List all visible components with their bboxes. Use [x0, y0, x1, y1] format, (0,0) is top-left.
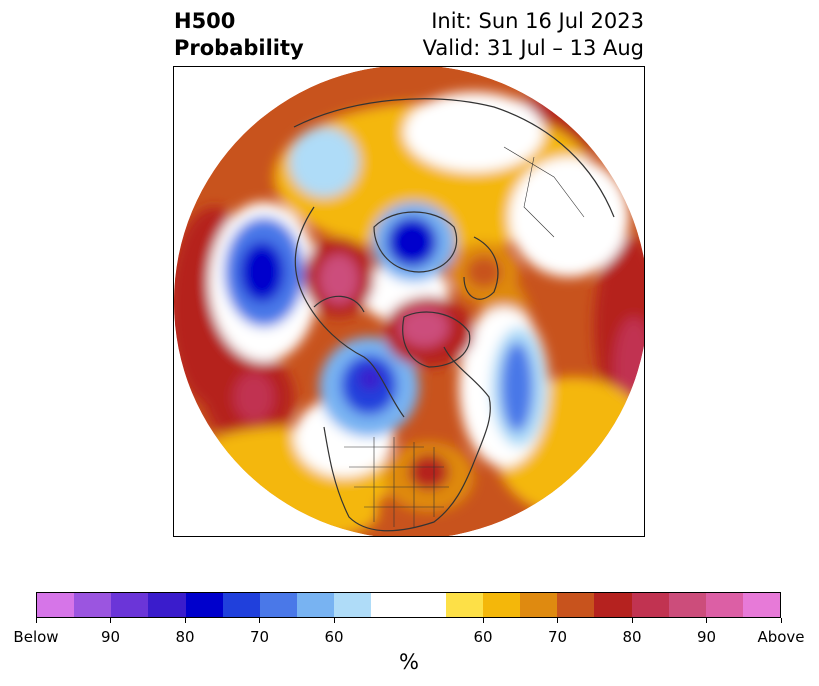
colorbar-tick: [35, 618, 37, 623]
colorbar-swatch: [408, 593, 446, 617]
eurasia-borders: [503, 146, 585, 238]
colorbar-swatch: [445, 593, 483, 617]
colorbar-tick-label: 60: [473, 628, 493, 646]
blue-pacific-core: [240, 242, 284, 302]
colorbar-tick-label: Below: [13, 628, 59, 646]
coast-greenland: [402, 311, 471, 368]
coast-us-east: [443, 346, 491, 463]
colorbar-tick: [333, 618, 335, 623]
colorbar-swatch: [111, 593, 149, 617]
red-scandinavia: [466, 256, 502, 288]
yellow-south-us: [269, 487, 379, 536]
map-panel: [173, 66, 645, 537]
colorbar-tick: [780, 618, 782, 623]
pink-east-siberia: [319, 254, 359, 304]
white-arctic: [404, 92, 544, 172]
red-east-core: [614, 317, 644, 417]
colorbar-tick-label: Above: [757, 628, 805, 646]
colorbar-swatch: [482, 593, 521, 617]
colorbar-tick-label: 60: [324, 628, 344, 646]
colorbar-tick-label: 80: [175, 628, 195, 646]
colorbar: [36, 592, 781, 618]
blue-siberia: [289, 127, 359, 197]
colorbar-swatch: [297, 593, 335, 617]
colorbar-swatch: [259, 593, 298, 617]
colorbar-swatch: [705, 593, 743, 617]
colorbar-swatch: [371, 593, 409, 617]
colorbar-swatch: [557, 593, 595, 617]
colorbar-swatch: [222, 593, 260, 617]
colorbar-tick: [259, 618, 260, 623]
blue-atlantic-core: [501, 342, 533, 432]
coast-scandinavia: [463, 236, 499, 300]
date-block: Init: Sun 16 Jul 2023 Valid: 31 Jul – 13…: [423, 8, 644, 62]
variable-label: H500: [174, 9, 236, 33]
coastlines: [293, 98, 615, 532]
colorbar-tick-label: 70: [249, 628, 270, 646]
white-north-europe: [509, 157, 629, 277]
blue-arctic-core: [387, 217, 437, 267]
colorbar-tick-label: 70: [547, 628, 568, 646]
colorbar-tick: [557, 618, 558, 623]
anomaly-field: [174, 67, 644, 536]
pink-greenland: [399, 307, 449, 347]
coast-bering: [313, 295, 365, 313]
red-southwest-core: [234, 372, 274, 422]
init-date: Init: Sun 16 Jul 2023: [431, 9, 644, 33]
colorbar-tick: [706, 618, 707, 623]
colorbar-swatch: [631, 593, 669, 617]
colorbar-swatch: [594, 593, 632, 617]
coast-north-america: [323, 426, 475, 532]
red-us-east: [409, 454, 449, 490]
state-borders: [344, 146, 585, 527]
colorbar-tick: [631, 618, 633, 623]
colorbar-tick: [110, 618, 111, 623]
valid-range: Valid: 31 Jul – 13 Aug: [422, 36, 644, 60]
colorbar-tick-label: 80: [622, 628, 642, 646]
colorbar-swatch: [668, 593, 706, 617]
colorbar-swatch: [520, 593, 558, 617]
colorbar-tick: [184, 618, 186, 623]
colorbar-tick: [482, 618, 484, 623]
coast-eurasia-north: [293, 98, 615, 218]
colorbar-swatch: [185, 593, 223, 617]
coast-arctic: [373, 211, 458, 273]
colorbar-unit: %: [399, 650, 419, 674]
colorbar-swatch: [74, 593, 112, 617]
product-label: Probability: [174, 36, 304, 60]
coast-pacific-north: [294, 206, 405, 418]
colorbar-swatch: [334, 593, 372, 617]
colorbar-tick-label: 90: [696, 628, 717, 646]
chart-title-block: H500 Probability: [174, 8, 304, 62]
probability-map: [174, 67, 644, 536]
us-lon-borders: [373, 437, 435, 527]
colorbar-swatch: [742, 593, 781, 617]
colorbar-swatch: [148, 593, 186, 617]
blue-canada-center: [358, 367, 382, 391]
us-lat-borders: [344, 446, 449, 508]
colorbar-tick-label: 90: [100, 628, 121, 646]
colorbar-swatch: [37, 593, 75, 617]
